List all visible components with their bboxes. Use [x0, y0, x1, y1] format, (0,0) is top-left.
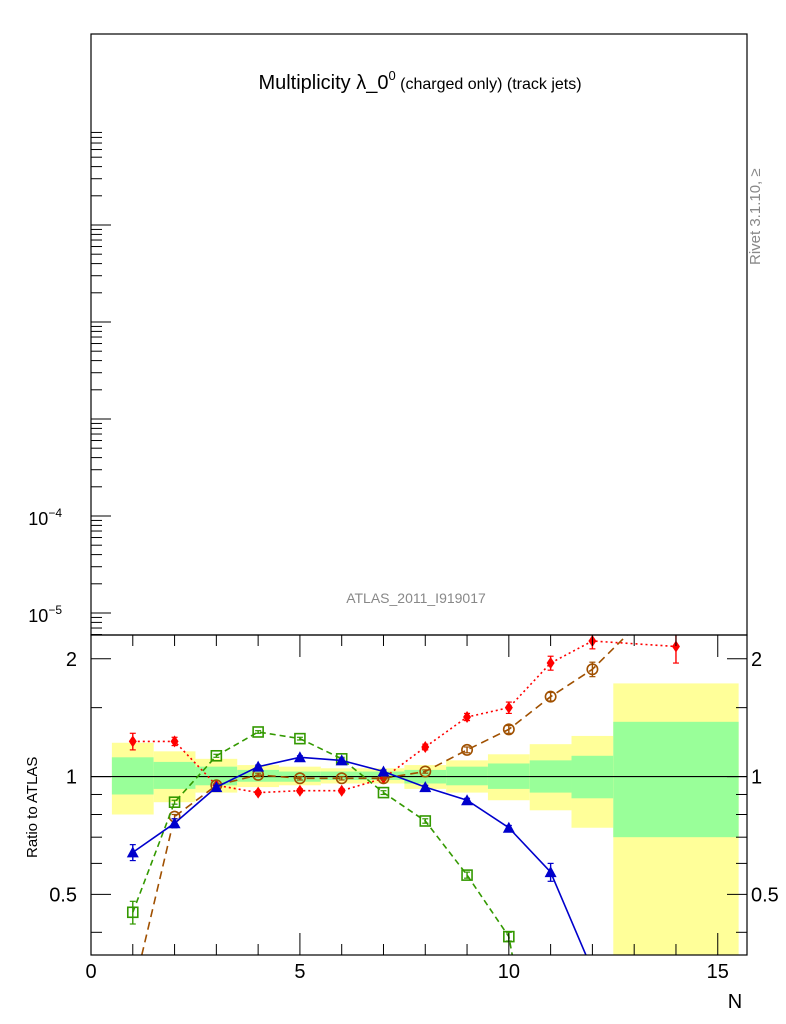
band-inner: [153, 761, 196, 789]
data-point-circle: [629, 623, 639, 633]
main-ytick-label-1e-5: 10−5: [28, 603, 62, 626]
chart-title: Multiplicity λ_00 (charged only) (track …: [258, 68, 581, 94]
series-square-open: [126, 726, 515, 955]
ratio-ticks: [90, 635, 747, 955]
data-point-triangle: [502, 821, 515, 833]
band-inner: [320, 771, 363, 780]
main-ytick-label-1e-4: 10−4: [28, 506, 62, 529]
data-point-diamond: [170, 735, 179, 748]
y-tick-label-right: 0.5: [751, 884, 779, 906]
data-point-circle: [335, 772, 348, 785]
data-point-triangle: [293, 751, 306, 763]
data-point-diamond: [546, 657, 555, 670]
ratio-tick-labels: 0 5 10 15 0.5 0.5 1 1 2 2: [49, 649, 779, 983]
series-line: [140, 635, 629, 955]
data-point-square: [252, 726, 264, 738]
title-sub-charged: (charged only): [396, 76, 503, 93]
data-point-diamond: [254, 786, 263, 799]
y-tick-label-left: 1: [66, 767, 77, 789]
data-point-circle: [461, 743, 474, 756]
data-point-diamond: [504, 701, 513, 714]
y-tick-label-left: 2: [66, 649, 77, 671]
title-sub-trackjets: (track jets): [502, 76, 581, 93]
data-point-triangle: [419, 781, 432, 793]
data-point-diamond: [295, 784, 304, 797]
data-point-triangle: [544, 866, 557, 878]
series-line: [132, 731, 514, 955]
data-point-triangle: [335, 754, 348, 766]
title-superscript: 0: [388, 68, 395, 83]
title-main: Multiplicity: [258, 72, 356, 94]
main-y-ticks: [91, 131, 111, 636]
data-point-triangle: [461, 794, 474, 806]
series-circle-open: [128, 623, 639, 998]
analysis-label: ATLAS_2011_I919017: [346, 590, 486, 606]
ratio-ylabel: Ratio to ATLAS: [24, 757, 41, 858]
data-point-circle: [128, 988, 138, 998]
y-tick-label-right: 2: [751, 649, 762, 671]
data-point-diamond: [463, 710, 472, 723]
band-inner: [111, 757, 154, 795]
data-point-square: [294, 732, 306, 745]
rivet-label: Rivet 3.1.10, ≥: [747, 168, 764, 265]
x-tick-label: 10: [498, 961, 520, 983]
data-point-circle: [586, 663, 599, 676]
y-tick-label-left: 0.5: [49, 884, 77, 906]
data-point-diamond: [337, 784, 346, 797]
data-point-diamond: [128, 735, 137, 748]
data-point-triangle: [586, 964, 598, 975]
data-point-circle: [293, 772, 306, 785]
data-point-square: [210, 749, 223, 762]
data-point-triangle: [126, 846, 139, 858]
data-point-square: [377, 786, 390, 799]
data-point-square: [461, 869, 473, 881]
data-point-triangle: [377, 765, 390, 777]
data-point-circle: [419, 765, 432, 778]
data-point-circle: [544, 690, 557, 703]
title-lambda: λ_0: [356, 72, 388, 94]
x-tick-label: 5: [294, 961, 305, 983]
data-point-triangle: [168, 817, 181, 829]
data-point-square: [419, 815, 432, 827]
ratio-panel-frame: [90, 634, 748, 956]
x-tick-label: 0: [85, 961, 96, 983]
main-panel-frame: [90, 33, 748, 636]
data-point-square: [168, 796, 181, 809]
series-line: [132, 756, 587, 955]
x-tick-label: 15: [707, 961, 729, 983]
data-point-triangle: [252, 760, 265, 772]
ratio-bands: [111, 683, 739, 955]
data-point-diamond: [671, 640, 680, 653]
band-inner: [613, 721, 739, 838]
y-tick-label-right: 1: [751, 767, 762, 789]
data-point-square: [126, 906, 139, 919]
x-axis-label: N: [728, 991, 742, 1013]
data-point-circle: [502, 723, 515, 736]
series-triangle: [126, 751, 598, 975]
ratio-series: [126, 623, 680, 998]
data-point-triangle: [210, 781, 223, 793]
data-point-diamond: [421, 741, 430, 753]
